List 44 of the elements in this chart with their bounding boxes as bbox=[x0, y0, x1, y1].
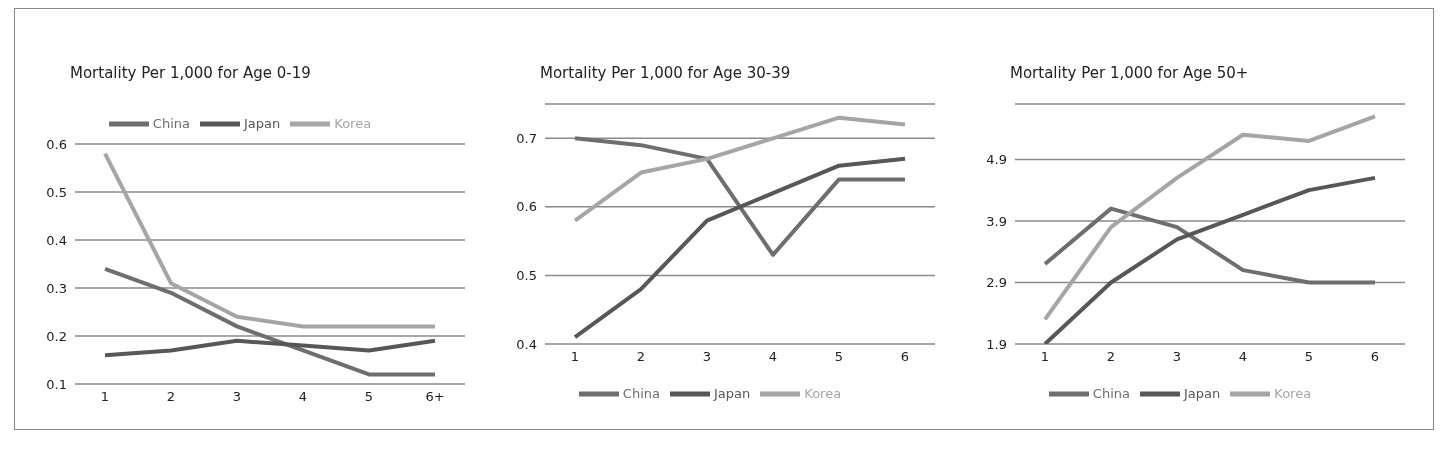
y-tick-label: 0.5 bbox=[516, 268, 537, 284]
x-tick-label: 4 bbox=[1238, 349, 1248, 365]
y-tick-label: 0.6 bbox=[46, 136, 67, 152]
y-tick-label: 0.4 bbox=[46, 232, 67, 248]
x-tick-label: 3 bbox=[232, 389, 242, 405]
legend-label: Japan bbox=[1184, 385, 1221, 401]
y-tick-label: 0.1 bbox=[46, 376, 67, 392]
y-tick-label: 1.9 bbox=[986, 336, 1007, 352]
legend-label: Korea bbox=[1274, 385, 1312, 401]
x-tick-label: 4 bbox=[298, 389, 308, 405]
legend-label: China bbox=[1092, 385, 1130, 401]
y-tick-label: 0.7 bbox=[516, 130, 537, 146]
x-tick-label: 3 bbox=[1172, 349, 1182, 365]
x-tick-label: 5 bbox=[364, 389, 374, 405]
x-tick-label: 5 bbox=[834, 349, 844, 365]
x-tick-label: 2 bbox=[166, 389, 176, 405]
y-tick-label: 0.4 bbox=[516, 336, 537, 352]
legend-label: Japan bbox=[714, 385, 751, 401]
y-tick-label: 0.5 bbox=[46, 184, 67, 200]
legend-label: Korea bbox=[334, 115, 372, 131]
legend-label: China bbox=[152, 115, 190, 131]
legend-label: China bbox=[622, 385, 660, 401]
x-tick-label: 6+ bbox=[425, 389, 445, 405]
y-tick-label: 0.6 bbox=[516, 199, 537, 215]
legend-label: Korea bbox=[804, 385, 842, 401]
x-tick-label: 6 bbox=[1370, 349, 1380, 365]
legend-label: Japan bbox=[244, 115, 281, 131]
y-tick-label: 2.9 bbox=[986, 275, 1007, 291]
x-tick-label: 6 bbox=[900, 349, 910, 365]
x-tick-label: 1 bbox=[100, 389, 110, 405]
x-tick-label: 2 bbox=[636, 349, 646, 365]
chart-title: Mortality Per 1,000 for Age 50+ bbox=[1009, 64, 1250, 84]
x-tick-label: 1 bbox=[1040, 349, 1050, 365]
y-tick-label: 4.9 bbox=[986, 152, 1007, 167]
x-tick-label: 3 bbox=[702, 349, 712, 365]
y-tick-label: 3.9 bbox=[986, 213, 1007, 229]
x-tick-label: 4 bbox=[768, 349, 778, 365]
y-tick-label: 0.3 bbox=[46, 280, 67, 296]
x-tick-label: 1 bbox=[570, 349, 580, 365]
y-tick-label: 0.2 bbox=[46, 328, 67, 344]
x-tick-label: 5 bbox=[1304, 349, 1314, 365]
chart-title: Mortality Per 1,000 for Age 30-39 bbox=[539, 64, 792, 84]
x-tick-label: 2 bbox=[1106, 349, 1116, 365]
chart-title: Mortality Per 1,000 for Age 0-19 bbox=[69, 64, 312, 84]
